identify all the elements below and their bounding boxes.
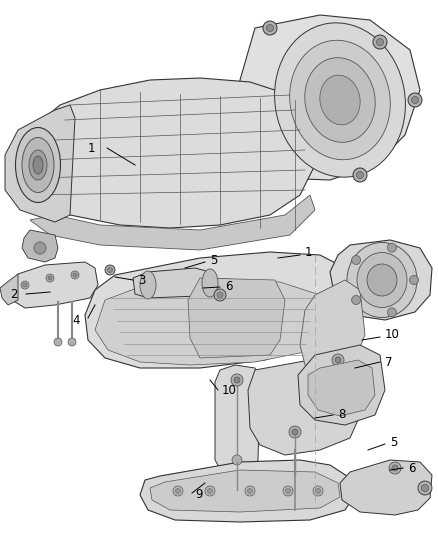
Ellipse shape [292,429,298,435]
Polygon shape [188,278,285,358]
Text: 4: 4 [73,313,80,327]
Ellipse shape [173,486,183,496]
Text: 10: 10 [385,328,400,342]
Ellipse shape [290,41,390,160]
Ellipse shape [357,172,364,179]
Ellipse shape [353,168,367,182]
Ellipse shape [21,281,29,289]
Polygon shape [330,240,432,320]
Text: 6: 6 [225,280,233,294]
Ellipse shape [23,283,27,287]
Ellipse shape [208,489,212,494]
Polygon shape [215,365,260,475]
Ellipse shape [34,242,46,254]
Ellipse shape [289,426,301,438]
Ellipse shape [352,255,360,264]
Text: 7: 7 [385,356,392,368]
Ellipse shape [68,338,76,346]
Ellipse shape [411,96,418,103]
Ellipse shape [232,455,242,465]
Ellipse shape [421,484,428,491]
Ellipse shape [266,25,273,31]
Ellipse shape [234,377,240,383]
Ellipse shape [352,295,360,304]
Ellipse shape [140,271,156,299]
Text: 10: 10 [222,384,237,397]
Polygon shape [22,230,58,262]
Polygon shape [340,460,432,515]
Ellipse shape [418,481,432,495]
Ellipse shape [275,23,406,177]
Text: 5: 5 [210,254,217,266]
Ellipse shape [392,465,398,471]
Text: 5: 5 [390,435,397,448]
Ellipse shape [283,486,293,496]
Polygon shape [10,262,98,308]
Polygon shape [18,78,315,228]
Ellipse shape [29,150,47,180]
Ellipse shape [176,489,180,494]
Ellipse shape [217,292,223,298]
Ellipse shape [205,486,215,496]
Ellipse shape [214,289,226,301]
Ellipse shape [71,271,79,279]
Ellipse shape [313,486,323,496]
Polygon shape [150,470,340,512]
Ellipse shape [22,138,54,192]
Polygon shape [308,360,375,416]
Polygon shape [133,268,212,298]
Polygon shape [140,460,355,522]
Ellipse shape [320,75,360,125]
Polygon shape [298,345,385,425]
Ellipse shape [48,276,52,280]
Ellipse shape [105,265,115,275]
Polygon shape [248,360,358,455]
Polygon shape [5,105,75,222]
Text: 3: 3 [138,273,145,287]
Ellipse shape [247,489,252,494]
Ellipse shape [305,58,375,142]
Ellipse shape [33,156,43,174]
Ellipse shape [46,274,54,282]
Ellipse shape [263,21,277,35]
Polygon shape [30,195,315,250]
Polygon shape [95,278,325,365]
Text: 8: 8 [338,408,346,422]
Ellipse shape [231,374,243,386]
Ellipse shape [245,486,255,496]
Text: 6: 6 [408,462,416,474]
Ellipse shape [54,338,62,346]
Ellipse shape [408,93,422,107]
Ellipse shape [367,264,397,296]
Ellipse shape [373,35,387,49]
Text: 9: 9 [195,489,202,502]
Text: 1: 1 [88,141,95,155]
Ellipse shape [387,308,396,317]
Ellipse shape [357,253,407,308]
Ellipse shape [73,273,77,277]
Ellipse shape [107,268,113,272]
Polygon shape [300,280,365,370]
Text: 2: 2 [11,287,18,301]
Ellipse shape [15,127,60,203]
Ellipse shape [332,354,344,366]
Polygon shape [85,252,348,368]
Ellipse shape [410,276,418,285]
Ellipse shape [347,243,417,318]
Ellipse shape [315,489,321,494]
Text: 1: 1 [305,246,312,260]
Ellipse shape [377,38,384,45]
Ellipse shape [387,243,396,252]
Ellipse shape [202,269,218,297]
Ellipse shape [335,357,341,363]
Ellipse shape [286,489,290,494]
Polygon shape [230,15,420,180]
Polygon shape [0,274,18,305]
Ellipse shape [389,462,401,474]
